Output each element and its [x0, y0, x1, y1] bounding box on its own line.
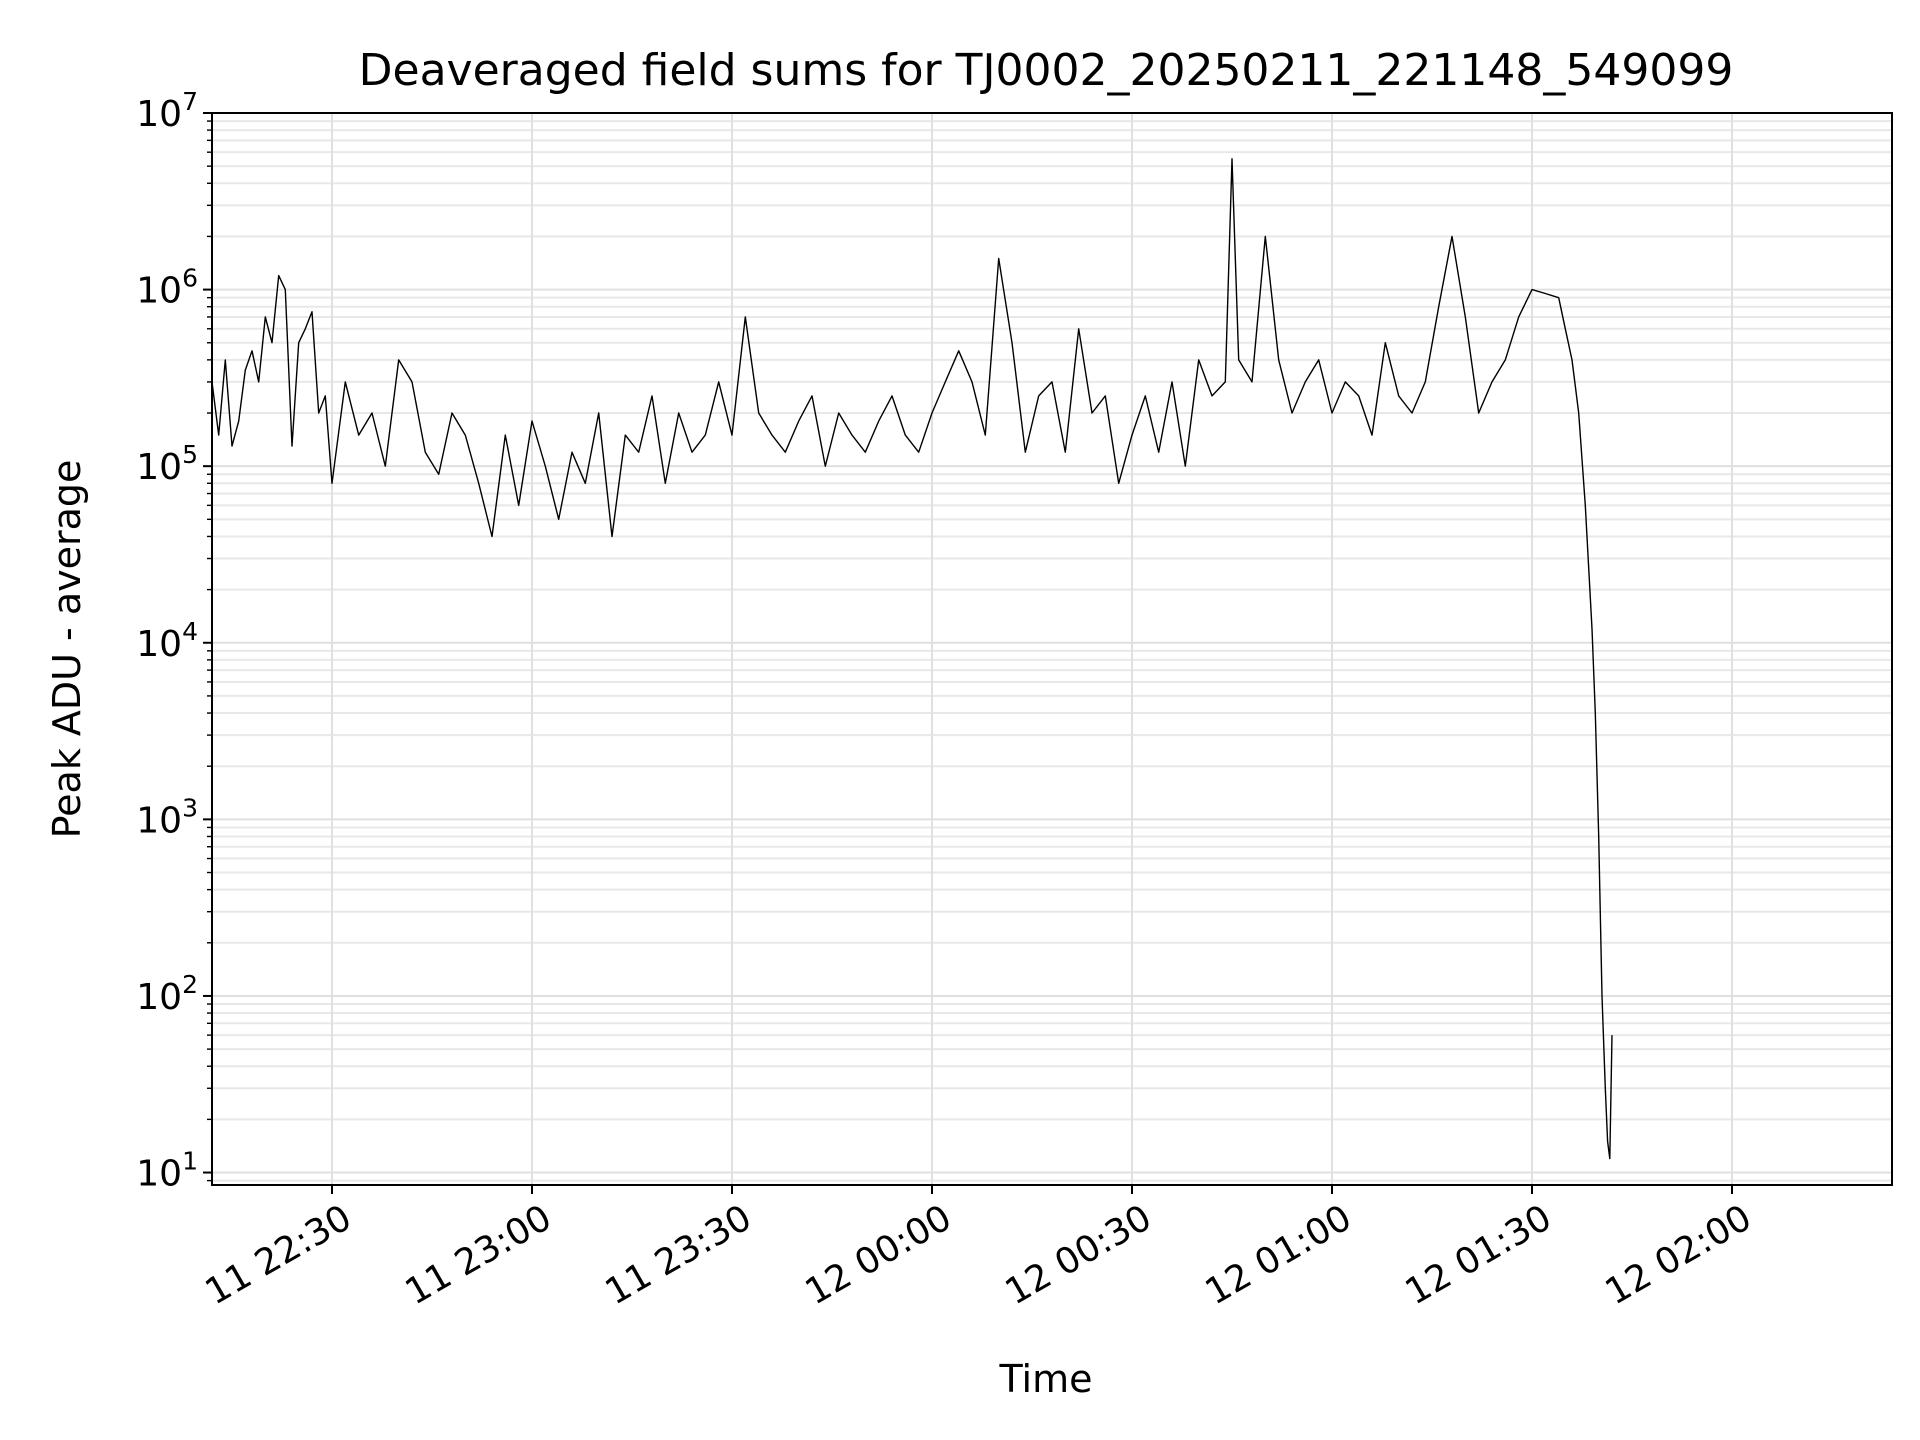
series-layer — [211, 158, 1613, 1160]
y-axis-label: Peak ADU - average — [45, 460, 89, 839]
y-tick-label: 102 — [136, 970, 198, 1018]
x-tick-label: 11 23:00 — [399, 1197, 559, 1313]
y-tick-label: 106 — [136, 264, 198, 312]
y-tick-labels: 101 102 103 104 105 106 107 — [136, 87, 198, 1195]
x-tick-label: 12 02:00 — [1599, 1197, 1759, 1313]
y-tick-label: 107 — [136, 87, 198, 135]
x-tick-labels: 11 22:30 11 23:00 11 23:30 12 00:00 12 00:30… — [199, 1197, 1759, 1313]
chart-title: Deaveraged field sums for TJ0002_2025021… — [359, 45, 1734, 96]
x-tick-label: 12 01:30 — [1399, 1197, 1559, 1313]
plot-frame — [211, 112, 1893, 1186]
grid — [212, 113, 1892, 1185]
x-tick-label: 12 00:00 — [799, 1197, 959, 1313]
x-tick-label: 12 01:00 — [1199, 1197, 1359, 1313]
y-tick-label: 105 — [136, 440, 198, 488]
x-axis-label: Time — [999, 1357, 1093, 1401]
y-tick-label: 101 — [136, 1147, 198, 1195]
x-tick-label: 11 22:30 — [199, 1197, 359, 1313]
y-tick-label: 103 — [136, 793, 198, 841]
series-line — [211, 158, 1613, 1160]
y-tick-label: 104 — [136, 617, 198, 665]
axis-ticks — [203, 112, 1733, 1194]
x-tick-label: 11 23:30 — [599, 1197, 759, 1313]
x-tick-label: 12 00:30 — [999, 1197, 1159, 1313]
